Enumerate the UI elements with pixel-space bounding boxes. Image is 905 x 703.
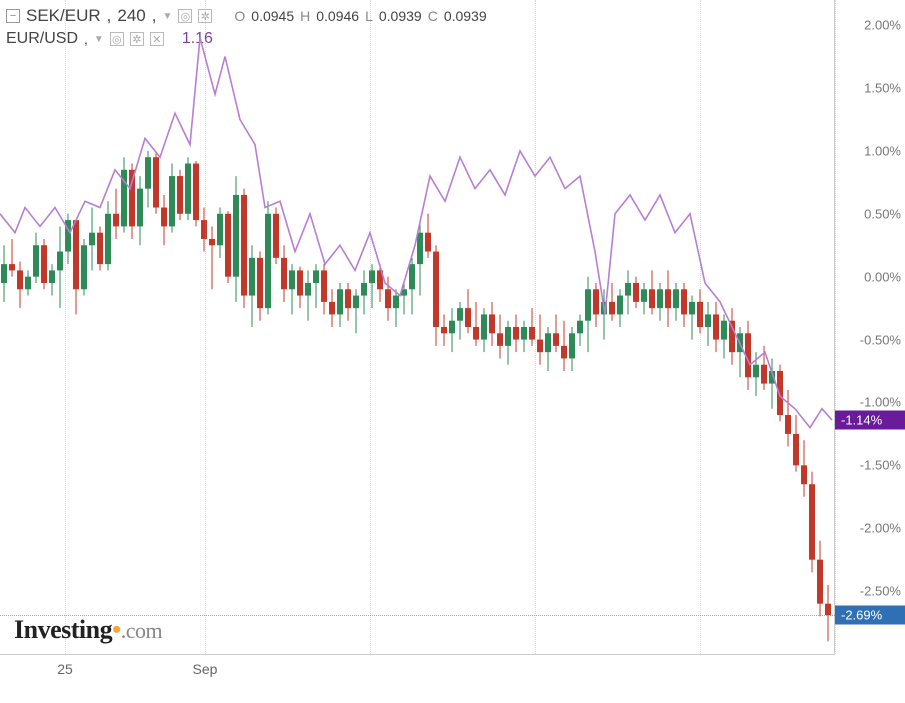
series1-marker: -2.69% bbox=[835, 606, 905, 625]
y-tick: 2.00% bbox=[864, 18, 901, 33]
chart-plot[interactable] bbox=[0, 0, 835, 654]
grid-line bbox=[700, 0, 701, 654]
y-tick: -1.00% bbox=[860, 395, 901, 410]
y-axis: 2.00%1.50%1.00%0.50%0.00%-0.50%-1.00%-1.… bbox=[835, 0, 905, 654]
y-tick: -0.50% bbox=[860, 332, 901, 347]
grid-line bbox=[205, 0, 206, 654]
y-tick: 0.00% bbox=[864, 269, 901, 284]
y-tick: -2.00% bbox=[860, 521, 901, 536]
x-tick: Sep bbox=[193, 661, 218, 677]
y-tick: 0.50% bbox=[864, 206, 901, 221]
x-tick: 25 bbox=[57, 661, 73, 677]
y-tick: -1.50% bbox=[860, 458, 901, 473]
y-tick: -2.50% bbox=[860, 584, 901, 599]
grid-line bbox=[65, 0, 66, 654]
grid-line bbox=[370, 0, 371, 654]
y-tick: 1.00% bbox=[864, 143, 901, 158]
y-tick: 1.50% bbox=[864, 81, 901, 96]
brand-logo: Investing•.com bbox=[14, 615, 162, 645]
x-axis: 25 Sep bbox=[0, 654, 835, 703]
series2-marker: -1.14% bbox=[835, 411, 905, 430]
grid-line bbox=[535, 0, 536, 654]
